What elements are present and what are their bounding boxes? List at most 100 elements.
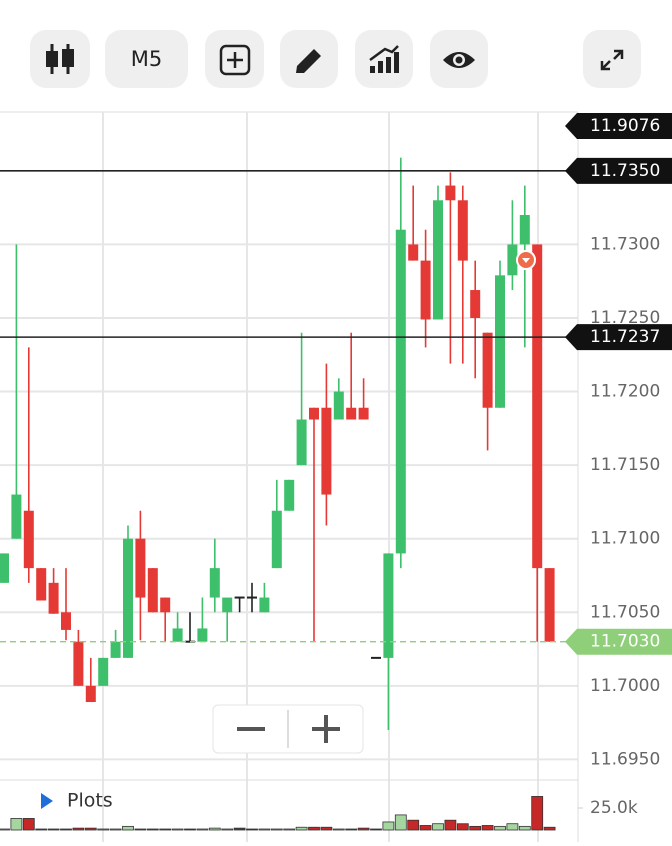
volume-bar [134,828,147,831]
candle-body [98,657,109,686]
candle-body [23,510,34,569]
volume-bar [47,828,60,831]
volume-bar [432,823,444,831]
volume-bar [345,828,358,831]
candle-body [309,407,319,420]
volume-bar [394,814,407,831]
candle-body [135,538,146,598]
candle-body [333,391,344,420]
candle-body [296,419,307,466]
toolbar: M5 [30,30,641,88]
volume-bar [543,826,556,831]
volume-bar [469,825,482,831]
chart-type-button[interactable] [30,30,90,88]
volume-bar [10,818,23,831]
candle-body [482,332,493,408]
price-levels: 11.9076 11.7350 11.7237 11.7030 [0,113,672,655]
y-tick-label: 11.7200 [590,382,660,402]
y-tick-label: 11.7000 [590,676,660,696]
candle-body [532,244,543,569]
volume-bar [97,828,110,831]
current-price-tag [565,628,672,655]
volume-bar [22,818,35,831]
volume-bar [531,796,544,831]
volume-bar [357,827,370,831]
volume-bar [122,825,134,831]
volume-bar [382,821,395,831]
volume-bar [221,828,234,831]
candle-body [271,510,282,569]
candle-body [519,214,530,245]
volume-bar [171,828,184,831]
volume-bar [184,828,196,831]
volume-bar [444,819,457,831]
interval-button[interactable]: M5 [105,30,188,88]
price-level-tag [565,113,672,139]
volume-bar [84,827,97,831]
volume-bar [494,825,506,831]
candle-body [110,641,121,658]
zoom-out-button[interactable] [214,706,287,752]
candle-body [147,568,158,613]
y-tick-label: 11.7150 [590,455,660,475]
candle-body [36,568,47,601]
y-tick-label: 11.7100 [590,529,660,549]
volume-bar [233,827,246,831]
signal-marker [516,250,536,270]
candle-body [160,597,171,613]
candle-body [222,597,233,613]
volume-bar [320,826,333,831]
fullscreen-button[interactable] [583,30,641,88]
y-tick-label: 11.7300 [590,234,660,254]
candle-body [544,568,555,642]
candle-body [383,553,394,658]
price-level-label: 11.7350 [590,161,660,181]
volume-bar [270,828,283,831]
volume-bar [109,828,122,831]
draw-button[interactable] [280,30,338,88]
indicators-button[interactable] [355,30,413,88]
candle-body [433,200,443,320]
volume-bar [35,828,48,831]
candle-body [395,229,406,554]
current-price-label: 11.7030 [590,632,660,652]
plots-label: Plots [67,790,113,812]
candle-body [61,612,71,630]
candle-body [445,185,456,201]
candle-body [73,641,84,686]
volume-bar [506,823,519,831]
volume-bar [419,825,432,831]
volume-bar [283,828,296,831]
plot: 11.6950 11.7000 11.7050 11.7100 11.7150 11.72… [0,157,660,831]
volume-bar [481,825,494,831]
candle-body [234,596,245,599]
candle-body [495,275,505,408]
add-indicator-button[interactable] [205,30,264,88]
plots-toggle[interactable]: Plots [41,790,113,812]
visibility-button[interactable] [430,30,488,88]
candle-body [209,568,220,598]
interval-label: M5 [131,47,162,71]
volume-bar [0,828,10,831]
candle-body [470,290,481,318]
volume-bar [72,827,85,831]
candle-body [259,597,270,613]
candle-body [408,244,419,261]
volume-tick-label: 25.0k [590,798,638,818]
candle-body [123,538,133,658]
candle-body [11,494,22,539]
y-tick-label: 11.7250 [590,308,660,328]
volume-bar [456,823,469,831]
candle-body [284,479,295,511]
candle-body [321,407,332,495]
candle-body [371,656,381,659]
volume-bar [370,828,382,831]
candle-body [247,596,257,599]
volume-bar [60,828,72,831]
candle-body [346,407,357,420]
volume-bar [258,828,271,831]
zoom-in-button[interactable] [289,706,362,752]
candle-body [0,553,9,583]
